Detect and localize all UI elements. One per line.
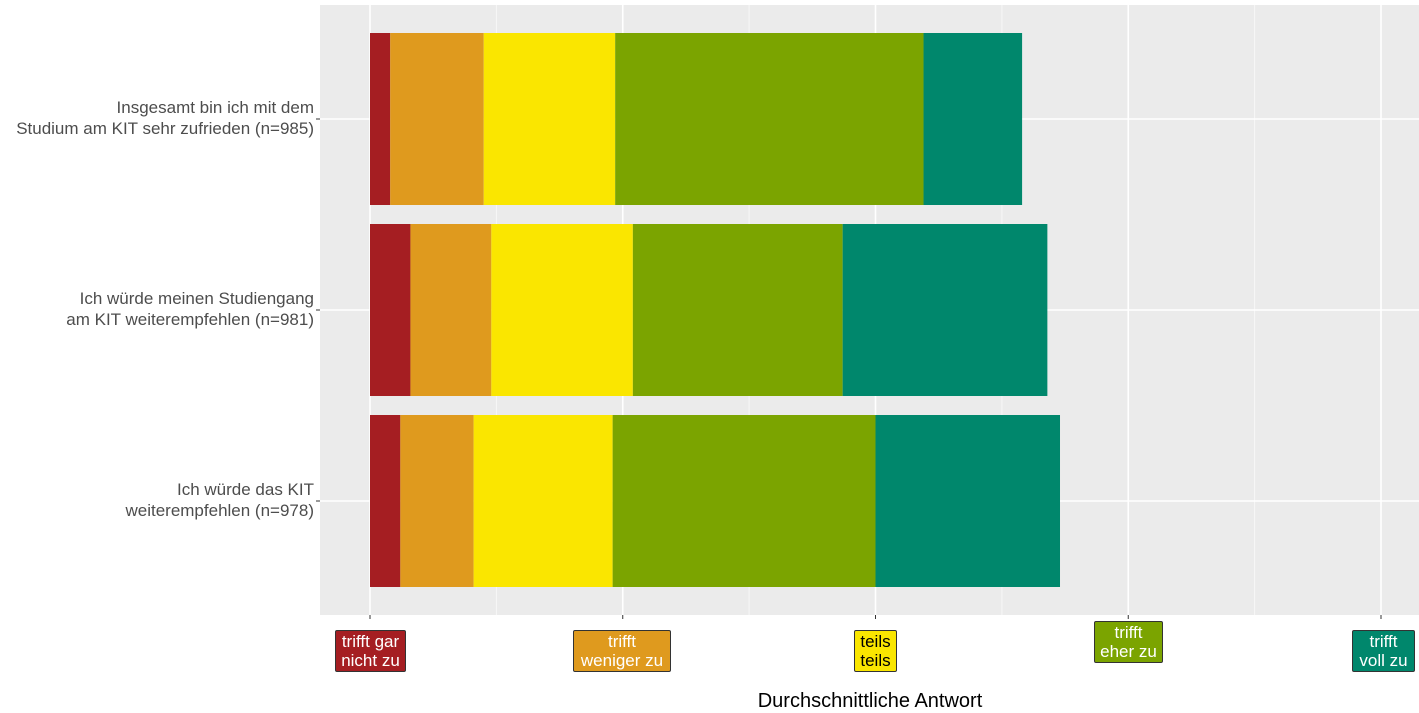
bars-group <box>370 33 1061 587</box>
x-tick-label: trifft eher zu <box>1094 621 1163 663</box>
bar-segment <box>390 33 484 205</box>
bar-segment <box>370 224 411 396</box>
bar-segment <box>632 224 843 396</box>
x-tick-label: teils teils <box>854 630 897 672</box>
bar-segment <box>483 33 616 205</box>
bar-segment <box>491 224 633 396</box>
axis-ticks <box>316 118 1382 619</box>
category-label: Insgesamt bin ich mit dem Studium am KIT… <box>16 98 314 138</box>
bar-segment <box>612 415 876 587</box>
x-tick-label: trifft gar nicht zu <box>335 630 406 672</box>
x-tick-label: trifft weniger zu <box>573 630 671 672</box>
x-axis-title: Durchschnittliche Antwort <box>757 690 983 712</box>
bar-segment <box>875 415 1061 587</box>
category-label: Ich würde meinen Studiengang am KIT weit… <box>66 289 314 329</box>
bar-segment <box>370 33 391 205</box>
bar-segment <box>615 33 924 205</box>
x-tick-label: trifft voll zu <box>1352 630 1415 672</box>
bar-segment <box>923 33 1023 205</box>
category-label: Ich würde das KIT weiterempfehlen (n=978… <box>125 480 314 520</box>
bar-segment <box>400 415 474 587</box>
bar-segment <box>410 224 492 396</box>
bar-segment <box>842 224 1048 396</box>
bar-segment <box>473 415 613 587</box>
bar-segment <box>370 415 401 587</box>
